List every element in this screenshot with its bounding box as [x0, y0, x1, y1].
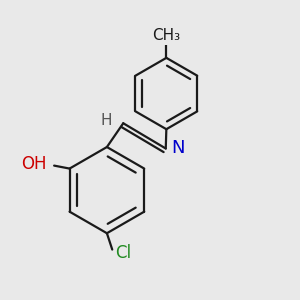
Text: OH: OH: [21, 155, 47, 173]
Text: Cl: Cl: [115, 244, 131, 262]
Text: N: N: [172, 139, 185, 157]
Text: CH₃: CH₃: [152, 28, 180, 43]
Text: H: H: [100, 113, 112, 128]
